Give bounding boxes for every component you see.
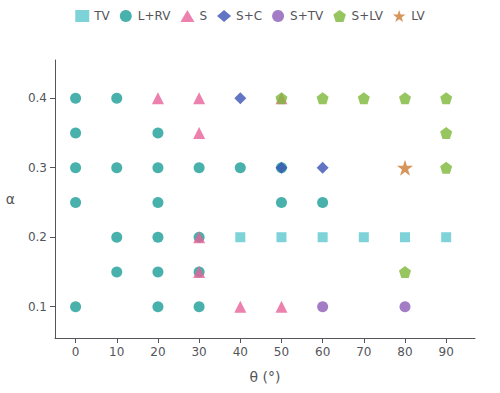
svg-text:30: 30 — [191, 345, 206, 359]
svg-text:70: 70 — [356, 345, 371, 359]
svg-text:50: 50 — [274, 345, 289, 359]
svg-text:α: α — [6, 191, 15, 207]
svg-text:0.4: 0.4 — [28, 91, 47, 105]
svg-text:0: 0 — [72, 345, 80, 359]
svg-text:S+LV: S+LV — [352, 9, 384, 23]
svg-text:θ (°): θ (°) — [250, 369, 281, 385]
svg-text:LV: LV — [411, 9, 425, 23]
svg-text:TV: TV — [93, 9, 110, 23]
svg-text:40: 40 — [233, 345, 248, 359]
svg-text:0.2: 0.2 — [28, 230, 47, 244]
svg-text:20: 20 — [150, 345, 165, 359]
svg-text:S+C: S+C — [236, 9, 262, 23]
svg-text:60: 60 — [315, 345, 330, 359]
svg-text:0.1: 0.1 — [28, 300, 47, 314]
svg-text:S: S — [199, 9, 207, 23]
svg-text:L+RV: L+RV — [138, 9, 171, 23]
svg-text:0.3: 0.3 — [28, 161, 47, 175]
svg-text:S+TV: S+TV — [290, 9, 324, 23]
svg-text:10: 10 — [109, 345, 124, 359]
svg-text:90: 90 — [439, 345, 454, 359]
svg-text:80: 80 — [397, 345, 412, 359]
